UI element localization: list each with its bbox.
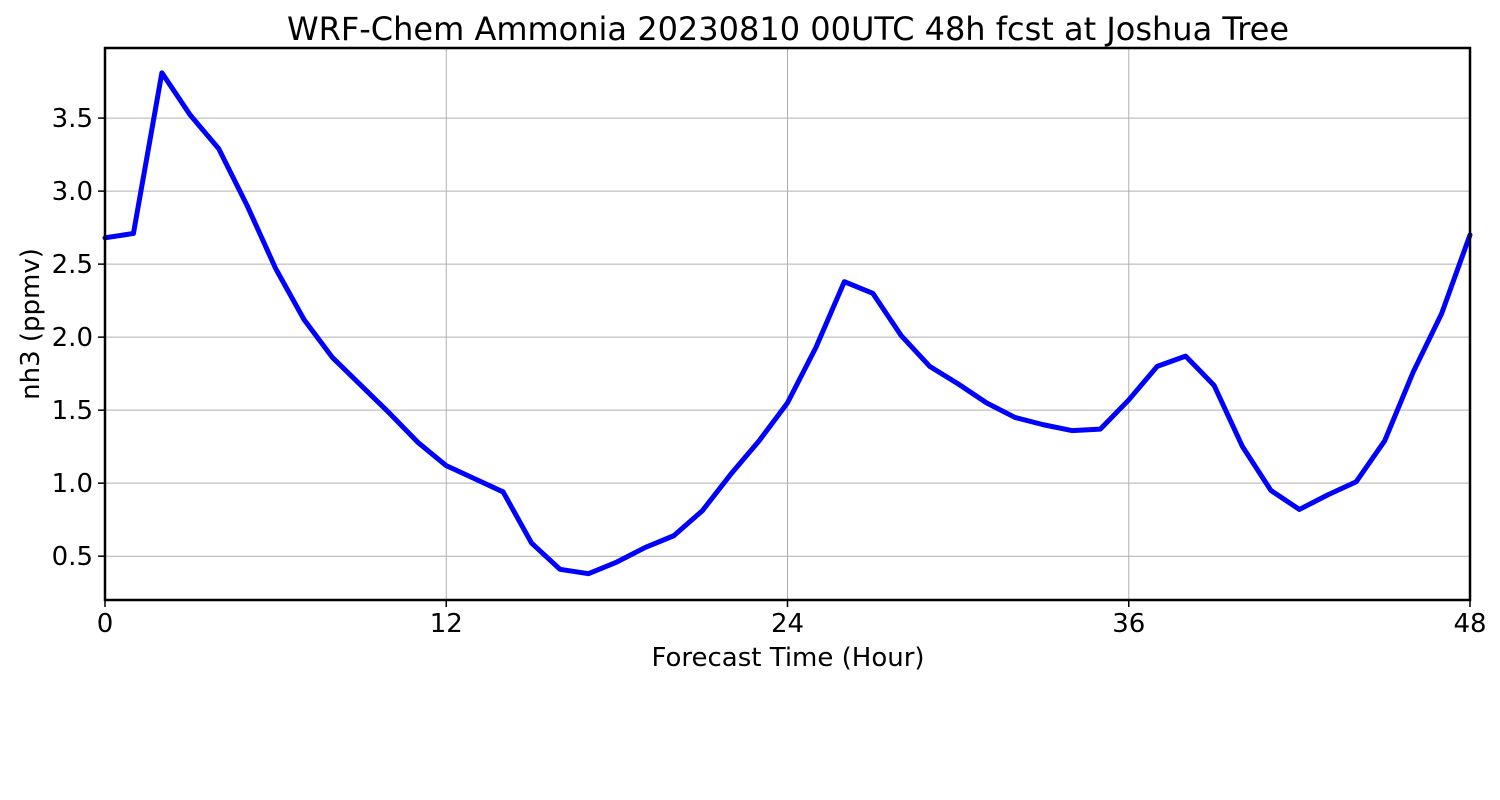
x-tick-label: 12	[430, 609, 463, 639]
x-tick-label: 0	[97, 609, 114, 639]
y-axis-label: nh3 (ppmv)	[16, 248, 46, 400]
y-tick-label: 3.5	[52, 104, 93, 134]
y-tick-label: 0.5	[52, 542, 93, 572]
y-tick-label: 3.0	[52, 177, 93, 207]
series-layer	[102, 70, 1473, 577]
x-tick-label: 24	[771, 609, 804, 639]
plot-frame	[103, 46, 1472, 602]
nh3-series-line	[102, 70, 1473, 577]
y-tick-label: 1.0	[52, 469, 93, 499]
chart-title: WRF-Chem Ammonia 20230810 00UTC 48h fcst…	[287, 10, 1289, 48]
y-tick-label: 2.0	[52, 323, 93, 353]
x-tick-label: 48	[1453, 609, 1486, 639]
x-axis-label: Forecast Time (Hour)	[651, 643, 924, 673]
x-tick-label: 36	[1112, 609, 1145, 639]
axis-ticks: 0 12 24 36 48 0.5 1.0 1.5 2.0 2.5 3.0 3.5	[52, 104, 1487, 639]
grid-lines	[105, 48, 1470, 600]
y-tick-label: 1.5	[52, 396, 93, 426]
y-tick-label: 2.5	[52, 250, 93, 280]
